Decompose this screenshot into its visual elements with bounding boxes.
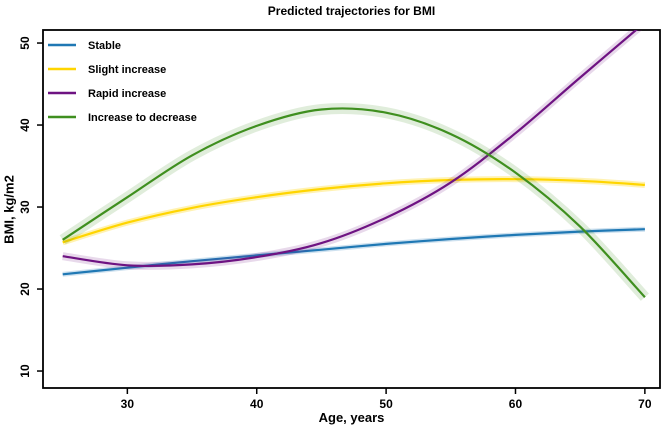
x-tick-label: 50 <box>379 397 393 411</box>
series-line-rapid-increase <box>62 30 638 268</box>
y-tick-label: 50 <box>18 36 32 50</box>
legend-label: Slight increase <box>88 64 166 76</box>
x-tick-label: 30 <box>121 397 135 411</box>
plot-border <box>42 29 661 389</box>
x-tick-label: 60 <box>509 397 523 411</box>
series-line-slight-increase <box>62 178 645 244</box>
y-axis-label: BMI, kg/m2 <box>1 175 17 244</box>
chart-title: Predicted trajectories for BMI <box>267 4 436 18</box>
series-group <box>59 30 649 301</box>
x-tick-label: 70 <box>638 397 652 411</box>
y-tick-label: 20 <box>18 282 32 296</box>
legend-label: Increase to decrease <box>88 112 197 124</box>
series-band-rapid-increase <box>62 30 643 270</box>
x-tick-label: 40 <box>250 397 264 411</box>
legend-label: Stable <box>88 40 121 52</box>
legend: Stable Slight increase Rapid increase Incre… <box>48 40 197 124</box>
series-line-stable <box>62 228 645 276</box>
y-tick-label: 10 <box>18 364 32 378</box>
x-axis-label: Age, years <box>318 410 385 425</box>
y-tick-label: 30 <box>18 200 32 214</box>
series-line-increase-to-decrease <box>62 107 646 298</box>
legend-label: Rapid increase <box>88 88 166 100</box>
y-tick-label: 40 <box>18 118 32 132</box>
